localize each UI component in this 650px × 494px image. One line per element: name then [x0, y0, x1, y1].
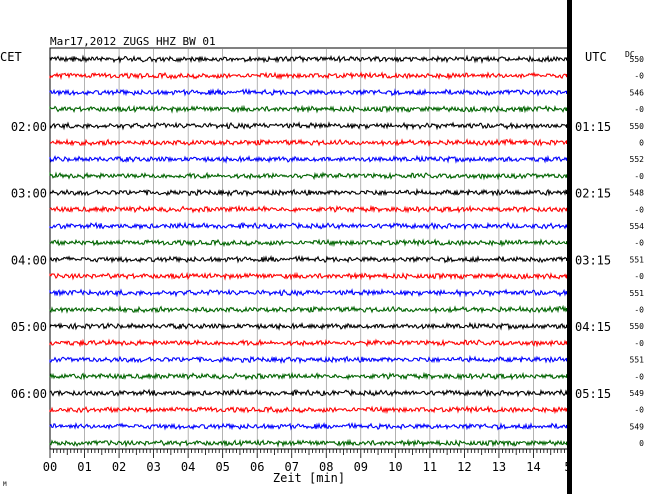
left-timezone-label: CET	[0, 50, 22, 64]
left-hour-label-0300: 03:00	[11, 187, 47, 201]
dc-offset-8: 548	[630, 189, 645, 198]
trace-9	[49, 204, 568, 214]
right-hour-label-0115: 01:15	[575, 120, 611, 134]
corner-mark: M	[3, 481, 7, 488]
trace-23	[49, 438, 568, 448]
trace-6	[49, 154, 568, 164]
trace-0	[49, 54, 568, 64]
trace-10	[49, 221, 568, 231]
x-tick-label-9: 09	[354, 460, 368, 474]
left-hour-label-0600: 06:00	[11, 387, 47, 401]
x-tick-label-3: 03	[146, 460, 160, 474]
trace-2	[49, 88, 568, 97]
dc-offset-21: -0	[634, 406, 644, 415]
x-tick-label-0: 00	[43, 460, 57, 474]
trace-5	[49, 137, 568, 147]
dc-offset-17: -0	[634, 339, 644, 348]
dc-offset-14: 551	[630, 289, 645, 298]
dc-offset-0: 550	[630, 55, 645, 64]
dc-offset-15: -0	[634, 306, 644, 315]
trace-21	[49, 405, 568, 415]
trace-13	[49, 271, 568, 281]
x-tick-label-5: 05	[215, 460, 229, 474]
trace-12	[49, 255, 568, 264]
dc-offset-11: -0	[634, 239, 644, 248]
trace-20	[49, 388, 568, 398]
dc-offset-7: -0	[634, 172, 644, 181]
trace-22	[49, 421, 568, 431]
x-tick-label-6: 06	[250, 460, 264, 474]
x-axis-label: Zeit [min]	[273, 471, 345, 485]
dc-offset-5: 0	[639, 139, 644, 148]
left-hour-label-0200: 02:00	[11, 120, 47, 134]
right-hour-label-0315: 03:15	[575, 253, 611, 267]
trace-18	[49, 354, 568, 365]
x-tick-label-4: 04	[181, 460, 195, 474]
trace-3	[49, 104, 568, 114]
x-tick-label-2: 02	[112, 460, 126, 474]
dc-offset-4: 550	[630, 122, 645, 131]
dc-offset-22: 549	[630, 422, 645, 431]
x-tick-label-10: 10	[388, 460, 402, 474]
x-tick-label-15: 5	[564, 460, 571, 474]
chart-header: Mar17,2012 ZUGS HHZ BW 01	[50, 35, 216, 48]
dc-offset-2: 546	[630, 88, 645, 97]
trace-8	[49, 187, 568, 198]
left-hour-label-0500: 05:00	[11, 320, 47, 334]
trace-14	[49, 288, 568, 298]
left-hour-label-0400: 04:00	[11, 253, 47, 267]
right-edge-bar	[567, 0, 572, 494]
trace-19	[49, 371, 568, 381]
dc-offset-1: -0	[634, 72, 644, 81]
trace-7	[49, 171, 568, 181]
dc-offset-13: -0	[634, 272, 644, 281]
x-tick-label-8: 08	[319, 460, 333, 474]
x-tick-label-7: 07	[285, 460, 299, 474]
dc-offset-19: -0	[634, 372, 644, 381]
trace-15	[49, 304, 568, 314]
trace-16	[49, 321, 568, 331]
dc-offset-20: 549	[630, 389, 645, 398]
dc-offset-9: -0	[634, 205, 644, 214]
trace-11	[49, 238, 568, 248]
dc-offset-12: 551	[630, 255, 645, 264]
x-tick-label-1: 01	[77, 460, 91, 474]
dc-offset-16: 550	[630, 322, 645, 331]
dc-offset-10: 554	[630, 222, 645, 231]
dc-offset-6: 552	[630, 155, 645, 164]
trace-17	[49, 338, 568, 348]
trace-4	[49, 121, 568, 131]
right-hour-label-0415: 04:15	[575, 320, 611, 334]
dc-offset-18: 551	[630, 356, 645, 365]
trace-1	[49, 71, 568, 81]
x-tick-label-12: 12	[457, 460, 471, 474]
right-hour-label-0515: 05:15	[575, 387, 611, 401]
right-timezone-label: UTC	[585, 50, 607, 64]
dc-offset-3: -0	[634, 105, 644, 114]
right-hour-label-0215: 02:15	[575, 187, 611, 201]
x-tick-label-14: 14	[526, 460, 540, 474]
x-tick-label-13: 13	[492, 460, 506, 474]
dc-label: DC	[625, 50, 635, 59]
dc-offset-23: 0	[639, 439, 644, 448]
x-tick-label-11: 11	[423, 460, 437, 474]
